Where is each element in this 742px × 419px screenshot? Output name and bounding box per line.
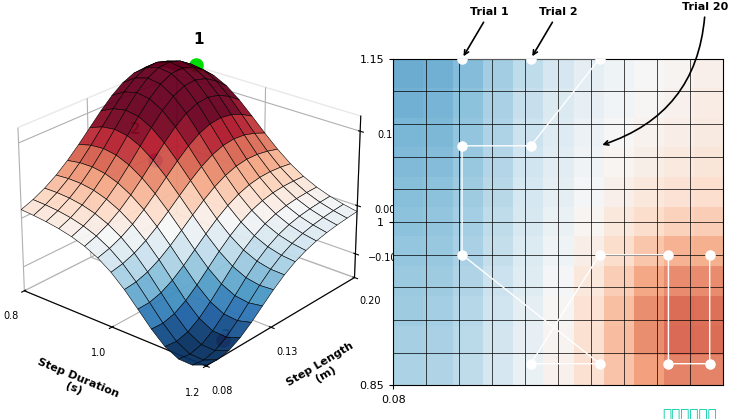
Point	[594, 360, 605, 367]
Point	[456, 142, 468, 149]
Point	[663, 251, 674, 258]
Point	[456, 55, 468, 62]
X-axis label: Step Duration
(s): Step Duration (s)	[31, 357, 120, 410]
Point	[456, 251, 468, 258]
Text: Trial 20: Trial 20	[604, 2, 729, 145]
Point	[525, 55, 536, 62]
Y-axis label: Step Length
(m): Step Length (m)	[285, 340, 361, 398]
Point	[703, 251, 715, 258]
Text: Trial 1: Trial 1	[464, 7, 509, 54]
Point	[594, 251, 605, 258]
Text: Trial 2: Trial 2	[533, 7, 578, 54]
Point	[525, 142, 536, 149]
Point	[703, 360, 715, 367]
Point	[594, 55, 605, 62]
Point	[663, 360, 674, 367]
Point	[525, 360, 536, 367]
Text: 彩虹网址导航: 彩虹网址导航	[662, 409, 717, 419]
